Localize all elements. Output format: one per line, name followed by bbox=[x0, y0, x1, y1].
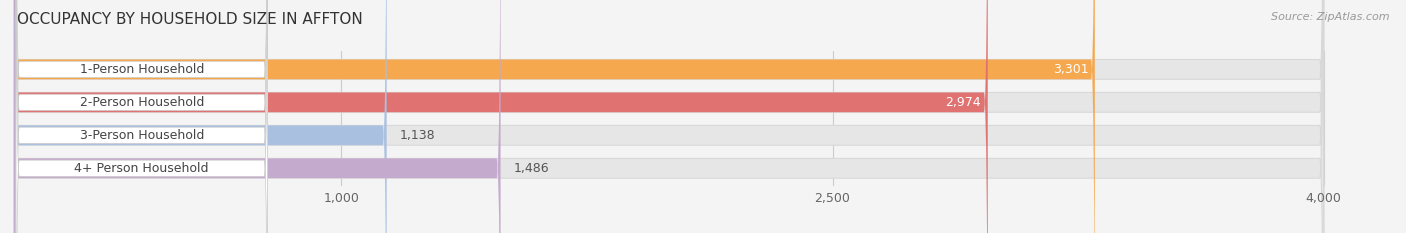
Text: 3-Person Household: 3-Person Household bbox=[80, 129, 204, 142]
Text: 3,301: 3,301 bbox=[1053, 63, 1088, 76]
Text: 1-Person Household: 1-Person Household bbox=[80, 63, 204, 76]
Text: Source: ZipAtlas.com: Source: ZipAtlas.com bbox=[1271, 12, 1389, 22]
FancyBboxPatch shape bbox=[15, 0, 267, 233]
FancyBboxPatch shape bbox=[14, 0, 1323, 233]
FancyBboxPatch shape bbox=[14, 0, 1323, 233]
FancyBboxPatch shape bbox=[14, 0, 1323, 233]
Text: 2,974: 2,974 bbox=[946, 96, 981, 109]
FancyBboxPatch shape bbox=[15, 0, 267, 233]
FancyBboxPatch shape bbox=[15, 0, 267, 233]
Text: OCCUPANCY BY HOUSEHOLD SIZE IN AFFTON: OCCUPANCY BY HOUSEHOLD SIZE IN AFFTON bbox=[17, 12, 363, 27]
FancyBboxPatch shape bbox=[14, 0, 387, 233]
Text: 2-Person Household: 2-Person Household bbox=[80, 96, 204, 109]
Text: 4+ Person Household: 4+ Person Household bbox=[75, 162, 209, 175]
Text: 1,138: 1,138 bbox=[399, 129, 436, 142]
FancyBboxPatch shape bbox=[14, 0, 1095, 233]
FancyBboxPatch shape bbox=[14, 0, 988, 233]
FancyBboxPatch shape bbox=[14, 0, 1323, 233]
FancyBboxPatch shape bbox=[14, 0, 501, 233]
Text: 1,486: 1,486 bbox=[513, 162, 550, 175]
FancyBboxPatch shape bbox=[15, 0, 267, 233]
